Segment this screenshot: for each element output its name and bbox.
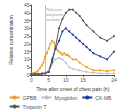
svg-text:40: 40 bbox=[24, 10, 30, 16]
svg-text:25: 25 bbox=[24, 33, 30, 39]
svg-text:15: 15 bbox=[80, 77, 86, 83]
svg-text:45: 45 bbox=[24, 2, 30, 8]
svg-text:15: 15 bbox=[24, 49, 30, 55]
svg-text:GPBB: GPBB bbox=[23, 95, 38, 101]
svg-text:20: 20 bbox=[24, 41, 30, 47]
svg-text:24: 24 bbox=[111, 77, 117, 83]
svg-text:CK-MB: CK-MB bbox=[95, 95, 112, 101]
svg-text:Relevant: Relevant bbox=[46, 6, 62, 12]
svg-text:0: 0 bbox=[30, 77, 33, 83]
svg-text:diagnostic: diagnostic bbox=[46, 11, 65, 17]
svg-text:10: 10 bbox=[24, 56, 30, 62]
svg-text:Troponin T: Troponin T bbox=[23, 104, 47, 110]
svg-text:5: 5 bbox=[47, 77, 50, 83]
svg-text:window: window bbox=[46, 17, 59, 22]
svg-text:Relative concentration: Relative concentration bbox=[8, 15, 14, 65]
svg-text:Myoglobin: Myoglobin bbox=[54, 95, 77, 101]
svg-text:Time after onset of chest pain: Time after onset of chest pain (h) bbox=[36, 86, 110, 92]
svg-text:30: 30 bbox=[24, 25, 30, 31]
svg-text:0: 0 bbox=[26, 72, 30, 78]
svg-text:10: 10 bbox=[63, 77, 69, 83]
svg-text:5: 5 bbox=[27, 64, 30, 70]
svg-text:35: 35 bbox=[24, 18, 30, 24]
